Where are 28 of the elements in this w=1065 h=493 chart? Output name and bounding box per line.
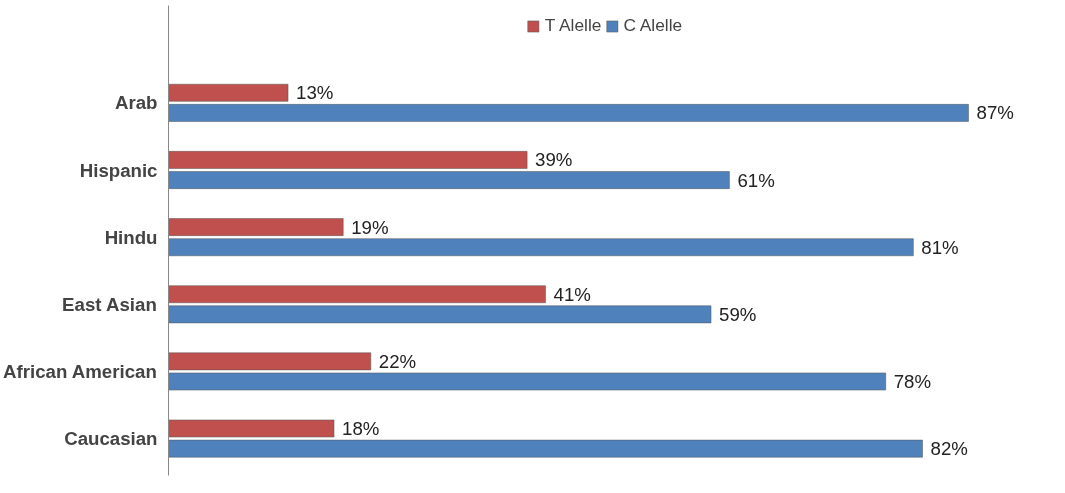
data-label: 81% [921, 236, 959, 258]
y-tick-label: Caucasian [64, 428, 158, 450]
data-label: 61% [737, 169, 775, 191]
data-label: 18% [342, 418, 380, 439]
y-tick-label: Hispanic [79, 159, 158, 181]
y-tick-label: Hindu [104, 226, 158, 248]
data-label: 87% [976, 102, 1014, 124]
bar [168, 285, 546, 304]
data-label: 39% [535, 149, 573, 171]
y-tick-label: East Asian [62, 293, 157, 315]
y-tick-label: Arab [115, 92, 158, 114]
data-label: 13% [296, 82, 334, 104]
bar [168, 83, 289, 102]
y-tick-label: African American [3, 360, 157, 382]
bar [168, 238, 914, 257]
data-label: 78% [893, 371, 932, 392]
legend-label: T Alelle [544, 15, 602, 36]
data-label: 22% [378, 350, 417, 372]
data-label: 19% [351, 216, 389, 238]
data-label: 41% [553, 283, 591, 305]
bar [168, 171, 730, 189]
bar [168, 305, 712, 324]
legend-label: C Alelle [623, 15, 683, 36]
data-label: 82% [930, 438, 968, 460]
data-label: 59% [719, 303, 757, 325]
bar [168, 104, 969, 122]
bar [168, 151, 528, 169]
bar [168, 218, 344, 236]
